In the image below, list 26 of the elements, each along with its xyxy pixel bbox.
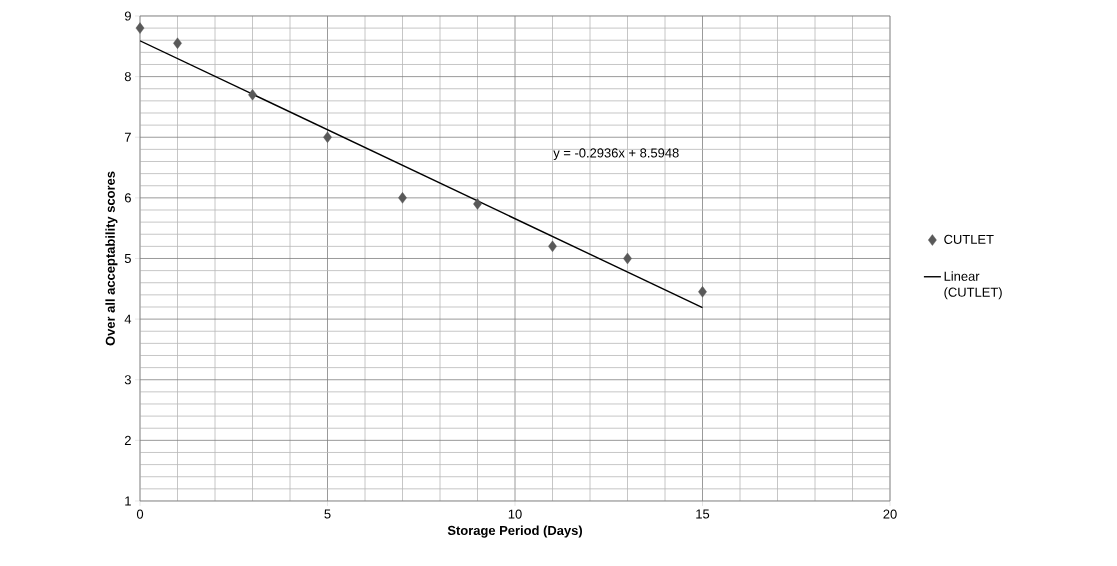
- legend-label: Linear (CUTLET): [944, 271, 1002, 300]
- x-axis-title: Storage Period (Days): [447, 525, 583, 538]
- x-tick-label: 0: [136, 509, 144, 519]
- y-tick-label: 2: [124, 435, 131, 445]
- y-tick-label: 5: [124, 253, 131, 263]
- point: [698, 286, 707, 298]
- point: [398, 192, 407, 204]
- y-tick-label: 3: [124, 375, 131, 385]
- point: [135, 22, 145, 34]
- point: [173, 37, 182, 49]
- legend-label: CUTLET: [944, 234, 994, 244]
- point: [323, 131, 332, 143]
- x-tick-label: 5: [324, 509, 331, 519]
- point: [473, 198, 482, 210]
- annotation: y = -0.2936x + 8.5948: [553, 148, 679, 161]
- y-tick-label: 7: [124, 132, 131, 142]
- y-tick-label: 1: [125, 496, 131, 506]
- x-tick-label: 20: [883, 509, 897, 519]
- y-tick-label: 8: [124, 72, 131, 82]
- y-tick-label: 9: [124, 11, 131, 21]
- point: [248, 89, 257, 101]
- y-tick-label: 6: [124, 193, 131, 203]
- x-tick-label: 10: [508, 509, 522, 519]
- x-tick-label: 15: [696, 509, 710, 519]
- y-axis-title: Over all acceptability scores: [105, 171, 118, 346]
- y-tick-label: 4: [124, 314, 132, 324]
